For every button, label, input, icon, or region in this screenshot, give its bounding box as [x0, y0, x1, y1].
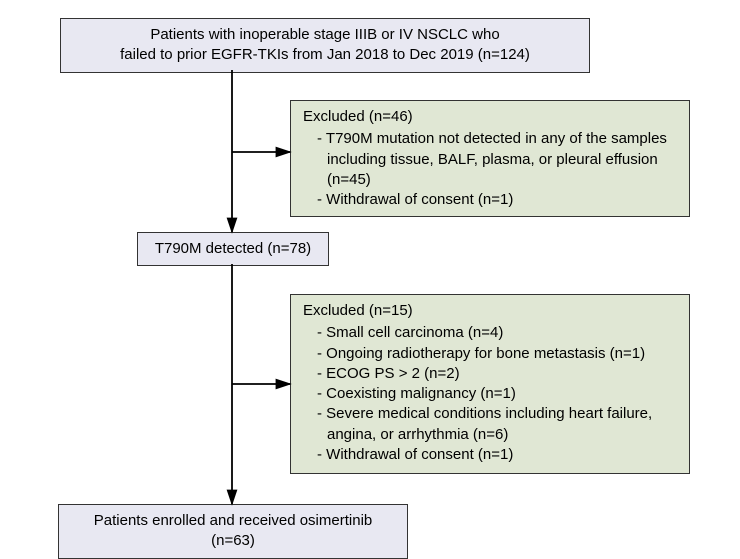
excl2-item: Severe medical conditions including hear… [317, 404, 677, 445]
flow-node-t790m-detected: T790M detected (n=78) [137, 232, 329, 266]
excl2-item: Coexisting malignancy (n=1) [317, 384, 677, 404]
mid-line: T790M detected (n=78) [155, 240, 311, 257]
flow-node-exclusion-1: Excluded (n=46) T790M mutation not detec… [290, 100, 690, 217]
bottom-line: Patients enrolled and received osimertin… [94, 512, 373, 549]
flow-node-initial-cohort: Patients with inoperable stage IIIB or I… [60, 18, 590, 73]
exclusion-1-header: Excluded (n=46) [303, 107, 677, 127]
excl2-item: Withdrawal of consent (n=1) [317, 445, 677, 465]
excl2-item: Ongoing radiotherapy for bone metastasis… [317, 344, 677, 364]
excl1-item: Withdrawal of consent (n=1) [317, 190, 677, 210]
excl2-item: ECOG PS > 2 (n=2) [317, 364, 677, 384]
exclusion-2-header: Excluded (n=15) [303, 301, 677, 321]
top-line: Patients with inoperable stage IIIB or I… [150, 26, 499, 43]
exclusion-2-list: Small cell carcinoma (n=4)Ongoing radiot… [303, 323, 677, 465]
flow-node-exclusion-2: Excluded (n=15) Small cell carcinoma (n=… [290, 294, 690, 474]
flow-node-enrolled: Patients enrolled and received osimertin… [58, 504, 408, 559]
top-line: failed to prior EGFR-TKIs from Jan 2018 … [120, 46, 530, 63]
excl1-item: T790M mutation not detected in any of th… [317, 129, 677, 190]
exclusion-1-list: T790M mutation not detected in any of th… [303, 129, 677, 210]
excl2-item: Small cell carcinoma (n=4) [317, 323, 677, 343]
